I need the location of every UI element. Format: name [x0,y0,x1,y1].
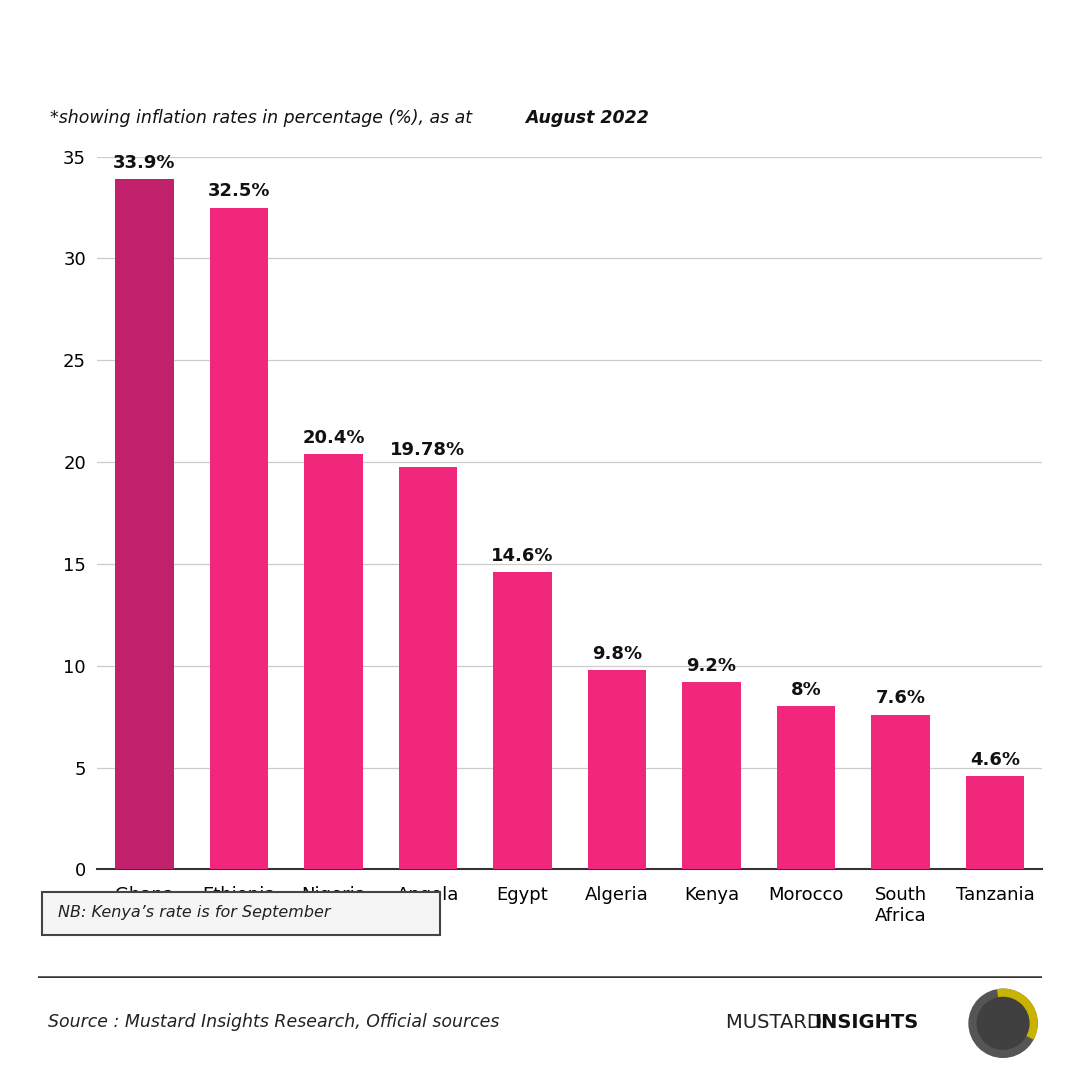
Circle shape [969,989,1037,1057]
Bar [305,454,363,869]
Bar [116,179,174,869]
Text: 9.8%: 9.8% [592,645,642,663]
Polygon shape [998,989,1037,1039]
Text: 7.6%: 7.6% [876,689,926,707]
Text: 9.2%: 9.2% [687,657,737,675]
Bar [588,670,646,869]
Bar [210,207,268,869]
Text: 8%: 8% [791,681,821,700]
Bar [872,715,930,869]
FancyBboxPatch shape [42,892,440,935]
Bar [683,683,741,869]
Text: August 2022: August 2022 [525,109,649,126]
Text: *showing inflation rates in percentage (%), as at: *showing inflation rates in percentage (… [50,109,477,126]
Text: 33.9%: 33.9% [113,153,176,172]
Text: 32.5%: 32.5% [207,183,270,201]
Bar [966,775,1024,869]
Text: 14.6%: 14.6% [491,546,554,565]
Text: MUSTARD: MUSTARD [726,1013,827,1031]
Circle shape [977,998,1029,1049]
Text: INSIGHTS: INSIGHTS [814,1013,918,1031]
Text: 20.4%: 20.4% [302,429,365,447]
Text: INFLATION RATES IN KEY AFRICAN COUNTRIES: INFLATION RATES IN KEY AFRICAN COUNTRIES [63,41,1077,80]
Text: NB: Kenya’s rate is for September: NB: Kenya’s rate is for September [58,905,330,920]
Bar [399,467,457,869]
Bar [494,572,552,869]
Text: 19.78%: 19.78% [390,442,465,459]
Bar [777,706,835,869]
Text: 4.6%: 4.6% [970,751,1020,769]
Text: Source : Mustard Insights Research, Official sources: Source : Mustard Insights Research, Offi… [48,1013,499,1031]
